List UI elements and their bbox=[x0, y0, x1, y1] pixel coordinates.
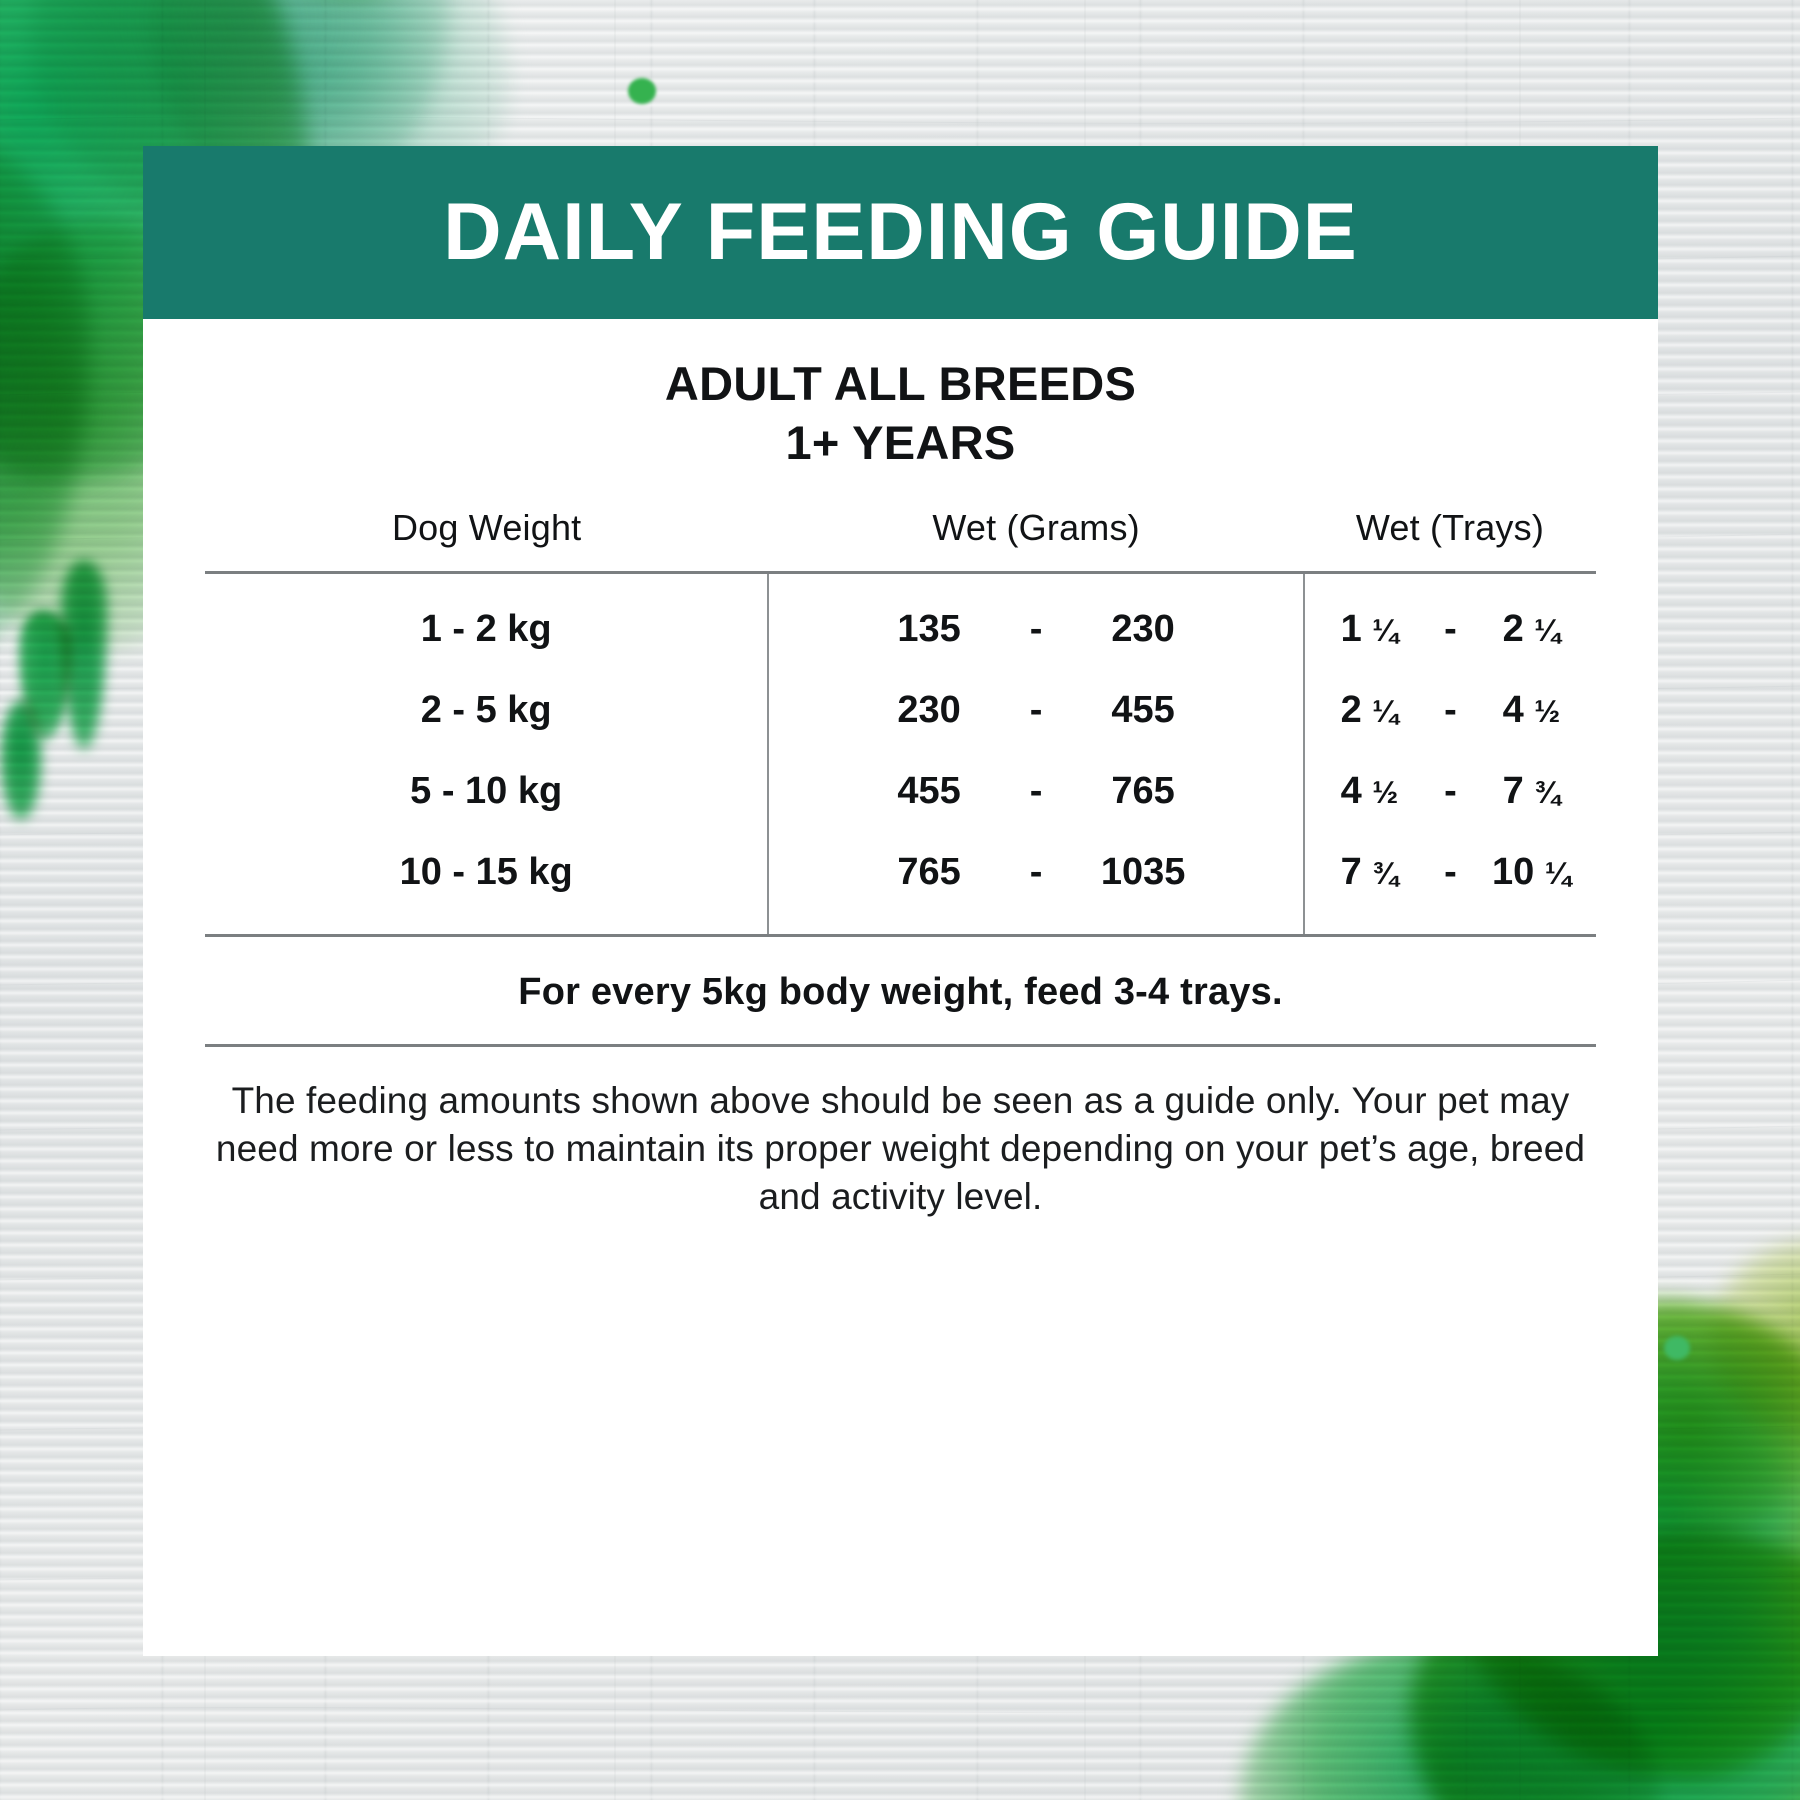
range-dash: - bbox=[1444, 607, 1457, 650]
trays-high-fraction: ½ bbox=[1534, 693, 1561, 729]
grams-high: 765 bbox=[1111, 769, 1175, 812]
trays-high-fraction: ¼ bbox=[1544, 855, 1571, 891]
feeding-note: For every 5kg body weight, feed 3-4 tray… bbox=[205, 937, 1596, 1047]
feeding-table: Dog Weight Wet (Grams) Wet (Trays) 1 - 2… bbox=[205, 507, 1596, 937]
feeding-guide-card: DAILY FEEDING GUIDE ADULT ALL BREEDS 1+ … bbox=[143, 146, 1658, 1656]
trays-low-fraction: ¾ bbox=[1372, 855, 1399, 891]
table-header-row: Dog Weight Wet (Grams) Wet (Trays) bbox=[205, 506, 1596, 572]
trays-low-whole: 4 bbox=[1340, 769, 1362, 812]
grams-high: 1035 bbox=[1100, 850, 1186, 893]
trays-high: 2 ¼ bbox=[1472, 608, 1590, 651]
grams-low: 230 bbox=[897, 688, 961, 731]
disclaimer-text: The feeding amounts shown above should b… bbox=[215, 1079, 1586, 1217]
page-title: DAILY FEEDING GUIDE bbox=[443, 187, 1358, 277]
table-row: 2 - 5 kg 230 - 455 2 ¼ - bbox=[205, 669, 1596, 751]
grams-low: 455 bbox=[897, 769, 961, 812]
table-row: 1 - 2 kg 135 - 230 1 ¼ - bbox=[205, 572, 1596, 670]
range-dash: - bbox=[1029, 688, 1043, 731]
trays-high-whole: 10 bbox=[1492, 850, 1535, 893]
cell-wet-grams: 230 - 455 bbox=[767, 669, 1305, 751]
trays-high-whole: 4 bbox=[1502, 688, 1524, 731]
cell-dog-weight: 10 - 15 kg bbox=[399, 850, 573, 893]
trays-high: 7 ¾ bbox=[1472, 770, 1590, 813]
subtitle-line-1: ADULT ALL BREEDS bbox=[664, 357, 1137, 410]
cell-wet-trays: 7 ¾ - 10 ¼ bbox=[1304, 832, 1596, 936]
trays-high: 4 ½ bbox=[1472, 689, 1590, 732]
trays-high-fraction: ¾ bbox=[1534, 774, 1561, 810]
cell-wet-grams: 455 - 765 bbox=[767, 750, 1305, 832]
cell-dog-weight: 2 - 5 kg bbox=[420, 688, 552, 731]
watercolor-dot-top bbox=[628, 78, 656, 104]
trays-low-fraction: ½ bbox=[1372, 774, 1399, 810]
trays-low: 4 ½ bbox=[1310, 770, 1428, 813]
trays-low: 2 ¼ bbox=[1310, 689, 1428, 732]
grams-high: 455 bbox=[1111, 688, 1175, 731]
range-dash: - bbox=[1029, 850, 1043, 893]
range-dash: - bbox=[1444, 769, 1457, 812]
subtitle-block: ADULT ALL BREEDS 1+ YEARS bbox=[143, 355, 1658, 473]
column-header-wet-grams: Wet (Grams) bbox=[932, 506, 1140, 548]
cell-wet-trays: 2 ¼ - 4 ½ bbox=[1304, 670, 1596, 751]
grams-high: 230 bbox=[1111, 607, 1175, 650]
column-header-dog-weight: Dog Weight bbox=[391, 506, 582, 548]
grams-low: 135 bbox=[897, 607, 961, 650]
trays-high-fraction: ¼ bbox=[1534, 612, 1561, 648]
cell-wet-grams: 765 - 1035 bbox=[767, 831, 1305, 935]
cell-dog-weight: 1 - 2 kg bbox=[420, 607, 552, 650]
column-header-wet-trays: Wet (Trays) bbox=[1355, 506, 1545, 548]
cell-wet-grams: 135 - 230 bbox=[767, 572, 1305, 670]
range-dash: - bbox=[1444, 688, 1457, 731]
range-dash: - bbox=[1444, 850, 1457, 893]
range-dash: - bbox=[1029, 607, 1043, 650]
table-row: 5 - 10 kg 455 - 765 4 ½ - bbox=[205, 750, 1596, 832]
cell-wet-trays: 1 ¼ - 2 ¼ bbox=[1304, 572, 1596, 670]
table-row: 10 - 15 kg 765 - 1035 7 ¾ - bbox=[205, 831, 1596, 936]
grams-low: 765 bbox=[897, 850, 961, 893]
cell-dog-weight: 5 - 10 kg bbox=[410, 769, 563, 812]
trays-low-whole: 7 bbox=[1340, 850, 1362, 893]
table-body: 1 - 2 kg 135 - 230 1 ¼ - bbox=[205, 572, 1596, 935]
watercolor-drip-c bbox=[0, 700, 42, 820]
trays-low-whole: 2 bbox=[1340, 688, 1362, 731]
trays-high-whole: 7 bbox=[1502, 769, 1524, 812]
trays-low-whole: 1 bbox=[1340, 607, 1362, 650]
range-dash: - bbox=[1029, 769, 1043, 812]
table-head: Dog Weight Wet (Grams) Wet (Trays) bbox=[205, 506, 1596, 572]
subtitle-line-2: 1+ YEARS bbox=[785, 415, 1016, 469]
trays-low: 7 ¾ bbox=[1310, 851, 1428, 894]
trays-high-whole: 2 bbox=[1502, 607, 1524, 650]
trays-low: 1 ¼ bbox=[1310, 608, 1428, 651]
trays-high: 10 ¼ bbox=[1472, 851, 1590, 894]
trays-low-fraction: ¼ bbox=[1372, 693, 1399, 729]
trays-low-fraction: ¼ bbox=[1372, 612, 1399, 648]
card-body: ADULT ALL BREEDS 1+ YEARS Dog Weight Wet… bbox=[143, 355, 1658, 1221]
cell-wet-trays: 4 ½ - 7 ¾ bbox=[1304, 751, 1596, 832]
card-header-bar: DAILY FEEDING GUIDE bbox=[143, 146, 1658, 319]
